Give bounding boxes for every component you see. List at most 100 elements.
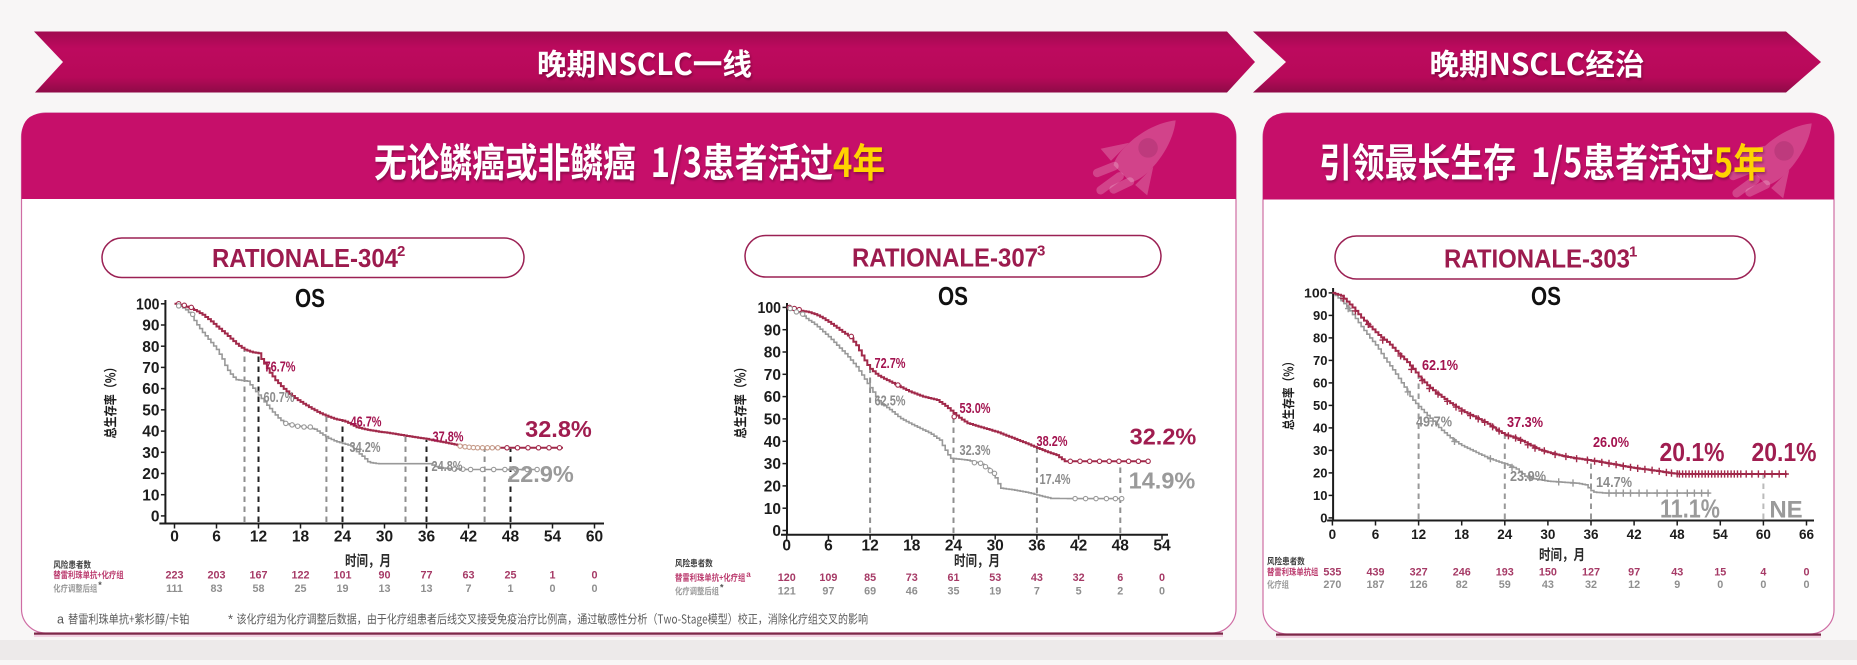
- svg-text:111: 111: [166, 583, 183, 595]
- svg-text:37.3%: 37.3%: [1507, 414, 1543, 431]
- svg-text:12: 12: [250, 529, 267, 546]
- svg-text:4: 4: [1760, 566, 1766, 578]
- svg-text:48: 48: [1670, 527, 1686, 542]
- svg-text:22.9%: 22.9%: [507, 461, 574, 487]
- svg-text:42: 42: [1627, 527, 1642, 542]
- svg-text:20.1%: 20.1%: [1752, 437, 1817, 467]
- svg-text:RATIONALE-307: RATIONALE-307: [852, 243, 1038, 273]
- svg-text:60: 60: [1756, 527, 1771, 542]
- svg-text:70: 70: [142, 360, 159, 377]
- svg-text:15: 15: [1714, 566, 1726, 578]
- svg-text:6: 6: [1372, 527, 1380, 542]
- svg-text:80: 80: [764, 345, 781, 362]
- svg-text:1: 1: [549, 569, 555, 581]
- svg-text:25: 25: [294, 583, 306, 595]
- svg-text:270: 270: [1323, 579, 1341, 591]
- svg-text:90: 90: [142, 318, 159, 335]
- svg-text:18: 18: [1454, 527, 1470, 542]
- svg-text:30: 30: [764, 456, 781, 473]
- svg-text:6: 6: [1117, 572, 1123, 584]
- svg-text:50: 50: [1313, 398, 1327, 413]
- svg-text:53: 53: [989, 572, 1001, 584]
- svg-text:OS: OS: [938, 281, 968, 311]
- svg-text:18: 18: [903, 538, 921, 555]
- svg-text:18: 18: [292, 529, 310, 546]
- svg-text:RATIONALE-303: RATIONALE-303: [1444, 244, 1630, 274]
- svg-text:2: 2: [397, 243, 405, 260]
- svg-text:0: 0: [782, 538, 791, 555]
- svg-text:32: 32: [1073, 572, 1085, 584]
- svg-text:63: 63: [462, 569, 474, 581]
- svg-text:a: a: [746, 570, 751, 579]
- svg-text:327: 327: [1410, 566, 1428, 578]
- svg-text:0: 0: [1803, 566, 1809, 578]
- svg-text:24.8%: 24.8%: [432, 459, 463, 475]
- svg-text:10: 10: [1313, 488, 1327, 503]
- svg-text:50: 50: [142, 402, 159, 419]
- svg-text:43: 43: [1671, 566, 1683, 578]
- svg-text:0: 0: [1159, 586, 1165, 598]
- svg-text:100: 100: [136, 296, 160, 313]
- svg-text:6: 6: [212, 529, 221, 546]
- svg-text:36: 36: [1583, 527, 1599, 542]
- svg-text:193: 193: [1496, 566, 1514, 578]
- svg-text:19: 19: [336, 583, 348, 595]
- svg-text:97: 97: [1628, 566, 1640, 578]
- svg-text:a: a: [57, 613, 64, 627]
- svg-text:5: 5: [1076, 586, 1082, 598]
- svg-text:121: 121: [778, 586, 796, 598]
- svg-text:20: 20: [142, 466, 159, 483]
- svg-text:40: 40: [764, 434, 781, 451]
- svg-text:30: 30: [1313, 443, 1327, 458]
- svg-text:43: 43: [1542, 579, 1554, 591]
- svg-text:60: 60: [142, 381, 159, 398]
- svg-text:30: 30: [376, 529, 393, 546]
- svg-text:30: 30: [987, 538, 1004, 555]
- svg-text:60.7%: 60.7%: [264, 390, 295, 406]
- svg-text:83: 83: [210, 583, 222, 595]
- svg-text:535: 535: [1323, 566, 1341, 578]
- svg-text:0: 0: [549, 583, 555, 595]
- svg-text:0: 0: [1717, 579, 1723, 591]
- svg-text:109: 109: [819, 572, 837, 584]
- svg-text:24: 24: [334, 529, 352, 546]
- svg-text:14.9%: 14.9%: [1129, 468, 1196, 494]
- svg-text:90: 90: [764, 322, 781, 339]
- svg-text:30: 30: [142, 445, 159, 462]
- svg-text:80: 80: [1313, 331, 1327, 346]
- svg-text:2: 2: [1117, 586, 1123, 598]
- svg-text:120: 120: [778, 572, 796, 584]
- svg-text:0: 0: [772, 523, 781, 540]
- svg-text:24: 24: [1497, 527, 1513, 542]
- svg-text:7: 7: [1034, 586, 1040, 598]
- svg-text:80: 80: [142, 339, 159, 356]
- svg-text:126: 126: [1410, 579, 1428, 591]
- svg-text:76.7%: 76.7%: [265, 360, 296, 376]
- svg-text:66: 66: [1799, 527, 1815, 542]
- svg-text:37.8%: 37.8%: [433, 430, 464, 446]
- svg-text:36: 36: [418, 529, 436, 546]
- svg-text:14.7%: 14.7%: [1596, 474, 1632, 491]
- svg-text:90: 90: [1313, 308, 1327, 323]
- svg-text:54: 54: [1153, 538, 1171, 555]
- svg-text:20: 20: [764, 479, 781, 496]
- svg-text:97: 97: [822, 586, 834, 598]
- svg-text:122: 122: [291, 569, 309, 581]
- svg-text:26.0%: 26.0%: [1593, 434, 1629, 451]
- svg-text:60: 60: [764, 389, 781, 406]
- svg-text:0: 0: [591, 569, 597, 581]
- svg-text:77: 77: [420, 569, 432, 581]
- svg-text:19: 19: [989, 586, 1001, 598]
- svg-text:0: 0: [1320, 511, 1327, 526]
- svg-text:101: 101: [333, 569, 351, 581]
- svg-text:10: 10: [142, 487, 159, 504]
- svg-text:24: 24: [945, 538, 963, 555]
- svg-text:62.5%: 62.5%: [875, 394, 906, 410]
- svg-text:10: 10: [764, 501, 781, 518]
- svg-text:6: 6: [824, 538, 833, 555]
- svg-text:127: 127: [1582, 566, 1600, 578]
- svg-text:439: 439: [1366, 566, 1384, 578]
- svg-text:23.9%: 23.9%: [1510, 468, 1546, 485]
- svg-text:0: 0: [1760, 579, 1766, 591]
- svg-text:3: 3: [1037, 243, 1045, 260]
